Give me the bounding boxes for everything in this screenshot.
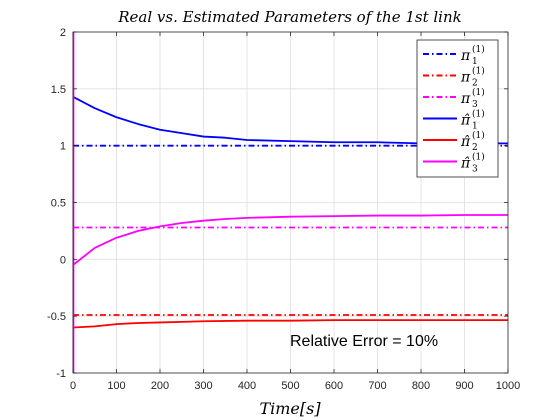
y-tick-label: 0.5	[51, 198, 66, 210]
x-tick-label: 800	[412, 380, 430, 392]
legend-label: π̂	[460, 134, 471, 150]
x-tick-label: 200	[151, 380, 169, 392]
legend-label: π	[460, 48, 471, 64]
relative-error-annotation: Relative Error = 10%	[290, 333, 438, 350]
y-tick-label: 1.5	[51, 84, 66, 96]
y-tick-label: -0.5	[47, 311, 66, 323]
chart-title: Real vs. Estimated Parameters of the 1st…	[117, 8, 461, 26]
series-line-6	[72, 214, 508, 266]
legend-label-superscript: (1)	[472, 130, 485, 141]
x-tick-label: 600	[325, 380, 343, 392]
x-tick-label: 1000	[496, 380, 520, 392]
series-line-5	[72, 319, 508, 329]
legend-label-subscript: 3	[472, 100, 478, 110]
legend-label-superscript: (1)	[472, 109, 485, 120]
tick-layer: 0 100 200 300 400 500 600 700 800 900 1000 2 1.5 1 0.5…	[47, 27, 520, 392]
x-tick-label: 0	[70, 380, 76, 392]
legend-label: π̂	[460, 113, 471, 129]
x-tick-label: 500	[281, 380, 299, 392]
x-tick-label: 300	[194, 380, 212, 392]
legend-box	[416, 39, 499, 178]
legend-label: π	[460, 91, 471, 107]
legend-label-superscript: (1)	[472, 152, 485, 163]
legend-label-superscript: (1)	[472, 87, 485, 98]
legend-label-subscript: 1	[472, 57, 478, 67]
legend-layer: π 1(1)π 2(1)π 3(1)π̂ 1(1)π̂ 2(1)π̂ 3(1)	[416, 39, 499, 178]
legend-label: π	[460, 70, 471, 86]
y-tick-label: 0	[60, 254, 66, 266]
series-line-4	[72, 95, 508, 145]
y-tick-label: 2	[60, 27, 66, 39]
x-axis-label: Time[s]	[259, 399, 321, 418]
legend-label-subscript: 1	[472, 122, 478, 132]
x-tick-label: 700	[368, 380, 386, 392]
legend-label-superscript: (1)	[472, 44, 485, 55]
legend-label-subscript: 2	[472, 143, 478, 153]
legend-label-superscript: (1)	[472, 66, 485, 77]
y-tick-label: -1	[56, 368, 66, 380]
y-tick-label: 1	[60, 141, 66, 153]
legend-label-subscript: 3	[472, 165, 478, 175]
legend-label-subscript: 2	[472, 79, 478, 89]
legend-label: π̂	[460, 156, 471, 172]
x-tick-label: 100	[107, 380, 125, 392]
x-tick-label: 900	[455, 380, 473, 392]
x-tick-label: 400	[238, 380, 256, 392]
